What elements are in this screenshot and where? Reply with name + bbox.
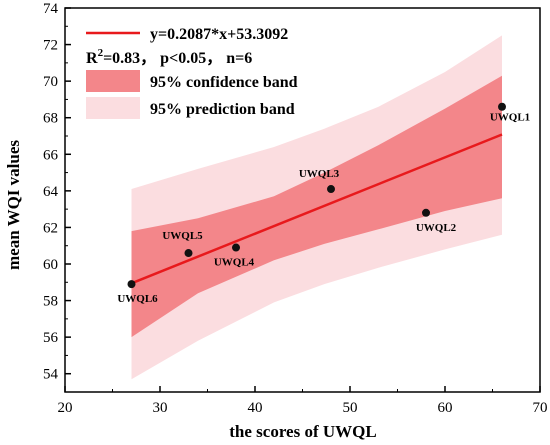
legend-stats-rest: =0.83， p<0.05， n=6 [103,50,252,67]
legend-fit-label: y=0.2087*x+53.3092 [150,26,288,43]
legend-prediction-label: 95% prediction band [150,101,295,118]
y-tick-label: 60 [43,257,58,273]
y-tick-label: 62 [43,220,58,236]
data-point-label: UWQL6 [117,293,158,305]
data-point [498,102,506,111]
ticks-layer: 20 30 40 50 60 70 54 56 58 60 62 64 66 68 70 72 74 [43,1,548,416]
y-tick-label: 70 [43,74,58,90]
x-tick-label: 70 [533,400,548,416]
data-point-label: UWQL2 [416,222,457,234]
fit-line [131,133,503,285]
legend-prediction-swatch [86,97,140,119]
x-axis-title: the scores of UWQL [229,422,376,441]
confidence-band [131,75,502,338]
x-tick-label: 50 [343,400,358,416]
y-tick-label: 56 [43,330,59,346]
points-layer: UWQL1 UWQL2 UWQL3 UWQL4 UWQL5 UWQL6 [117,102,530,305]
confidence-band-layer [131,75,502,338]
data-point-label: UWQL3 [299,168,340,180]
y-axis-title: mean WQI values [4,140,23,270]
data-point [184,249,193,258]
y-tick-label: 68 [43,111,58,127]
x-tick-label: 60 [438,400,453,416]
legend-confidence-swatch [86,70,140,92]
y-tick-label: 66 [43,147,59,163]
legend-confidence-label: 95% confidence band [150,74,298,91]
y-tick-label: 58 [43,294,58,310]
x-tick-label: 20 [58,400,73,416]
x-tick-label: 40 [248,400,263,416]
data-point [422,208,430,217]
data-point [232,243,240,252]
x-tick-label: 30 [153,400,168,416]
data-point-label: UWQL5 [162,230,203,242]
legend-stats-r: R [86,50,98,67]
y-tick-label: 64 [43,184,59,200]
y-tick-label: 72 [43,38,58,54]
y-tick-label: 54 [43,367,59,383]
legend-stats-r-superscript: 2 [98,47,104,59]
data-point [327,185,335,194]
data-point [127,280,136,289]
y-tick-label: 74 [43,1,59,17]
legend: y=0.2087*x+53.3092 R2=0.83， p<0.05， n=6 … [86,26,298,119]
legend-stats: R2=0.83， p<0.05， n=6 [86,47,252,67]
data-point-label: UWQL4 [214,257,255,269]
data-point-label: UWQL1 [490,112,530,124]
fit-line-layer [131,133,503,285]
